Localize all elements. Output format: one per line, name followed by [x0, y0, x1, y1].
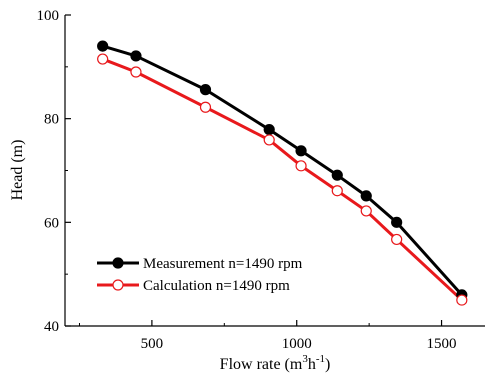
legend-marker-measurement	[112, 257, 124, 269]
series-1-point	[97, 53, 109, 65]
series-0-point	[295, 145, 307, 157]
series-0-point	[391, 216, 403, 228]
x-axis-title-main: Flow rate (m	[220, 356, 303, 373]
legend: Measurement n=1490 rpm Calculation n=149…	[97, 256, 303, 294]
y-tick-label-100: 100	[37, 8, 60, 24]
y-tick-label-80: 80	[44, 112, 59, 128]
series-1-point	[263, 134, 275, 146]
series-0-point	[331, 169, 343, 181]
legend-label-calculation: Calculation n=1490 rpm	[143, 278, 290, 294]
legend-marker-calculation	[112, 279, 124, 291]
series-1-point	[456, 294, 468, 306]
series-1-point	[391, 233, 403, 246]
series-1-point	[199, 101, 212, 113]
y-tick-label-40: 40	[44, 319, 59, 335]
x-tick-label-1500: 1500	[427, 336, 457, 352]
x-axis-title: Flow rate (m3h-1)	[220, 353, 331, 373]
series-0-point	[97, 40, 109, 52]
x-axis-title-sup1: 3	[302, 353, 308, 365]
x-axis-title-mid: h	[308, 356, 316, 373]
x-axis-title-sup2: -1	[316, 353, 325, 365]
series-1-point	[360, 205, 372, 217]
series-layer	[97, 40, 468, 306]
legend-label-measurement: Measurement n=1490 rpm	[143, 256, 303, 272]
series-0-point	[263, 123, 275, 136]
y-tick-label-60: 60	[44, 215, 59, 231]
series-1-point	[295, 160, 307, 172]
ticks: 40 60 80 100 500 1000 1500	[37, 8, 457, 352]
series-0-point	[199, 84, 212, 96]
series-1-point	[331, 185, 343, 197]
series-1-point	[130, 66, 142, 78]
y-axis-title: Head (m)	[9, 140, 26, 201]
x-axis-title-end: )	[325, 356, 330, 373]
series-0-point	[130, 50, 142, 62]
x-tick-label-500: 500	[141, 336, 164, 352]
x-tick-label-1000: 1000	[282, 336, 312, 352]
series-0-point	[360, 190, 372, 202]
